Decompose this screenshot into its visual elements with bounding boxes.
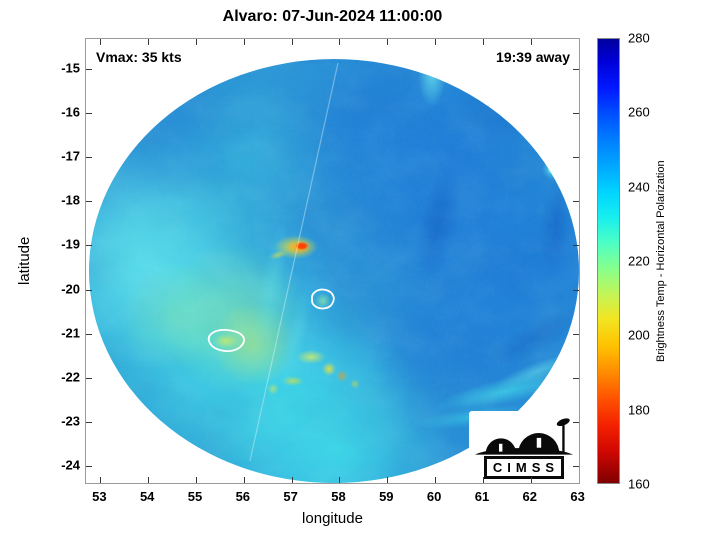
- y-tick-mark: [573, 377, 579, 379]
- y-tick-label: -19: [61, 236, 80, 252]
- cimss-logo: CIMSS: [469, 411, 579, 483]
- colorbar-tick-label: 180: [628, 402, 650, 418]
- x-tick-label: 59: [379, 489, 394, 504]
- colorbar-tick-label: 200: [628, 327, 650, 343]
- y-tick-mark: [573, 289, 579, 291]
- x-tick-mark: [387, 477, 389, 483]
- contour-cell-2: [207, 328, 245, 353]
- x-tick-label: 58: [331, 489, 346, 504]
- x-tick-mark: [578, 477, 579, 483]
- x-tick-label: 62: [522, 489, 538, 504]
- y-tick-mark: [573, 68, 579, 70]
- y-tick-label: -18: [61, 192, 80, 208]
- x-tick-label: 61: [474, 489, 490, 504]
- cimss-logo-text: CIMSS: [483, 456, 565, 479]
- x-tick-label: 56: [235, 489, 251, 504]
- x-tick-mark: [100, 39, 102, 45]
- x-tick-mark: [148, 477, 150, 483]
- y-tick-mark: [573, 113, 579, 115]
- x-tick-label: 60: [426, 489, 442, 504]
- colorbar-tick-label: 220: [628, 253, 650, 269]
- x-tick-mark: [530, 477, 532, 483]
- x-tick-mark: [148, 39, 150, 45]
- x-tick-mark: [435, 477, 437, 483]
- y-tick-mark: [573, 333, 579, 335]
- y-tick-mark: [573, 157, 579, 159]
- y-tick-label: -16: [61, 104, 80, 120]
- x-tick-mark: [291, 39, 293, 45]
- x-tick-mark: [530, 39, 532, 45]
- x-tick-label: 57: [283, 489, 298, 504]
- y-tick-mark: [573, 421, 579, 423]
- y-tick-label: -17: [61, 148, 80, 164]
- x-tick-mark: [196, 39, 197, 45]
- x-tick-mark: [196, 477, 197, 483]
- y-tick-mark: [573, 245, 579, 247]
- x-tick-mark: [578, 39, 579, 45]
- y-tick-mark: [573, 466, 579, 468]
- y-tick-mark: [86, 201, 92, 203]
- y-tick-label: -24: [61, 457, 80, 473]
- x-tick-label: 54: [139, 489, 155, 504]
- y-tick-mark: [86, 245, 92, 247]
- y-tick-mark: [86, 68, 92, 70]
- x-tick-mark: [339, 39, 341, 45]
- x-tick-mark: [482, 39, 484, 45]
- plot-title: Alvaro: 07-Jun-2024 11:00:00: [222, 8, 443, 25]
- x-tick-mark: [339, 477, 341, 483]
- y-axis-label: latitude: [16, 236, 33, 286]
- x-tick-label: 53: [92, 489, 107, 504]
- x-axis-label: longitude: [302, 510, 363, 527]
- y-tick-label: -23: [61, 413, 80, 429]
- x-tick-mark: [243, 39, 245, 45]
- x-tick-label: 63: [570, 489, 585, 504]
- temperature-contours: [207, 288, 335, 353]
- satellite-swath-image: [89, 59, 579, 483]
- colorbar-label: Brightness Temp - Horizontal Polarizatio…: [655, 160, 667, 362]
- y-tick-label: -21: [61, 325, 80, 341]
- plot-area: Vmax: 35 kts 19:39 away CIMSS: [85, 38, 580, 484]
- colorbar-tick-label: 280: [628, 30, 650, 46]
- contour-cell-1: [311, 288, 335, 310]
- vmax-annotation: Vmax: 35 kts: [96, 49, 182, 65]
- y-tick-mark: [86, 377, 92, 379]
- x-tick-mark: [100, 477, 102, 483]
- y-tick-mark: [573, 201, 579, 203]
- colorbar-tick-label: 260: [628, 104, 650, 120]
- colorbar-tick-label: 240: [628, 179, 650, 195]
- cimss-logo-art: [474, 418, 574, 455]
- x-tick-mark: [243, 477, 245, 483]
- y-tick-label: -15: [61, 60, 80, 76]
- colorbar: [597, 38, 620, 484]
- colorbar-tick-label: 160: [628, 476, 650, 492]
- x-tick-mark: [435, 39, 437, 45]
- x-tick-mark: [291, 477, 293, 483]
- y-tick-mark: [86, 333, 92, 335]
- y-tick-label: -20: [61, 281, 80, 297]
- y-tick-mark: [86, 157, 92, 159]
- x-tick-label: 55: [187, 489, 203, 504]
- y-tick-mark: [86, 289, 92, 291]
- y-tick-mark: [86, 466, 92, 468]
- y-tick-mark: [86, 113, 92, 115]
- y-tick-mark: [86, 421, 92, 423]
- x-tick-mark: [387, 39, 389, 45]
- x-tick-mark: [482, 477, 484, 483]
- eta-annotation: 19:39 away: [496, 49, 570, 65]
- y-tick-label: -22: [61, 369, 80, 385]
